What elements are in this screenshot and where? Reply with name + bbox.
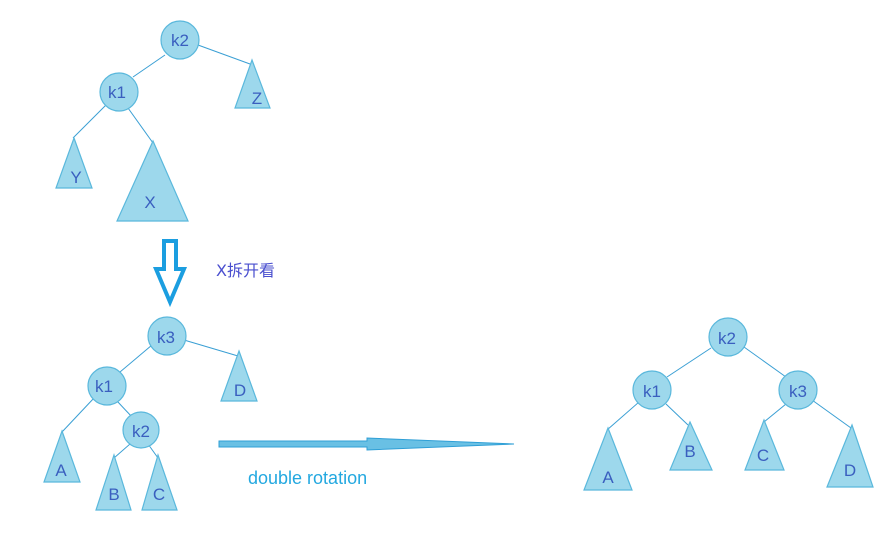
node-k2-label: k2 <box>718 329 736 348</box>
node-k2 <box>708 317 748 357</box>
subtree-d-label: D <box>234 381 246 400</box>
subtree-a-label: A <box>602 468 614 487</box>
edge-k1-a <box>606 401 640 431</box>
result-tree: k2 k1 k3 A B C D <box>583 317 874 491</box>
subtree-d <box>826 423 874 488</box>
edge-k1-a <box>61 397 95 433</box>
subtree-c <box>744 418 785 471</box>
node-k1-label: k1 <box>95 377 113 396</box>
edge-k2-k3 <box>743 346 787 378</box>
subtree-b-label: B <box>684 442 695 461</box>
subtree-c-label: C <box>757 446 769 465</box>
subtree-x <box>116 139 189 222</box>
subtree-b-label: B <box>108 485 119 504</box>
edge-k3-d <box>811 399 852 429</box>
subtree-d-label: D <box>844 461 856 480</box>
subtree-a <box>43 429 81 483</box>
subtree-c <box>141 453 178 511</box>
operation-label: double rotation <box>248 468 367 488</box>
subtree-y <box>55 136 93 189</box>
down-arrow <box>152 239 188 308</box>
node-k1 <box>632 370 672 410</box>
subtree-d <box>220 349 258 402</box>
node-k1-label: k1 <box>108 83 126 102</box>
step-caption: X拆开看 <box>216 261 275 280</box>
right-arrow-shape <box>218 437 515 451</box>
subtree-c-label: C <box>153 485 165 504</box>
edge-k2-b <box>113 443 131 459</box>
edge-k3-k1 <box>119 344 153 373</box>
top-tree: k2 k1 Z Y X <box>55 20 271 222</box>
edge-k1-x <box>127 107 154 144</box>
node-k3 <box>147 316 187 356</box>
node-k2-label: k2 <box>171 31 189 50</box>
subtree-y-label: Y <box>70 168 81 187</box>
edge-k1-b <box>665 403 689 426</box>
subtree-b <box>95 453 132 511</box>
node-k2 <box>122 411 160 449</box>
node-k3-label: k3 <box>789 382 807 401</box>
node-k1 <box>87 366 127 406</box>
subtree-x-label: X <box>144 193 155 212</box>
edge-k3-d <box>183 339 239 357</box>
node-k2-label: k2 <box>132 422 150 441</box>
subtree-z <box>234 58 271 109</box>
node-k1-label: k1 <box>643 382 661 401</box>
down-arrow-shape <box>152 239 188 308</box>
subtree-z-label: Z <box>252 89 262 108</box>
node-k3 <box>778 370 818 410</box>
edge-k1-y <box>72 103 108 139</box>
subtree-a-label: A <box>55 461 67 480</box>
node-k3-label: k3 <box>157 328 175 347</box>
node-k1 <box>99 72 139 112</box>
middle-tree: k3 k1 k2 D A B C <box>43 316 258 511</box>
edge-k2-z <box>197 44 251 65</box>
edge-k2-k1 <box>132 54 166 78</box>
subtree-b <box>669 420 713 471</box>
edge-k1-k2 <box>116 400 133 418</box>
edge-k3-c <box>763 403 787 423</box>
edge-k2-k1 <box>666 347 712 378</box>
node-k2 <box>160 20 200 60</box>
right-arrow <box>218 437 515 451</box>
subtree-a <box>583 426 633 491</box>
